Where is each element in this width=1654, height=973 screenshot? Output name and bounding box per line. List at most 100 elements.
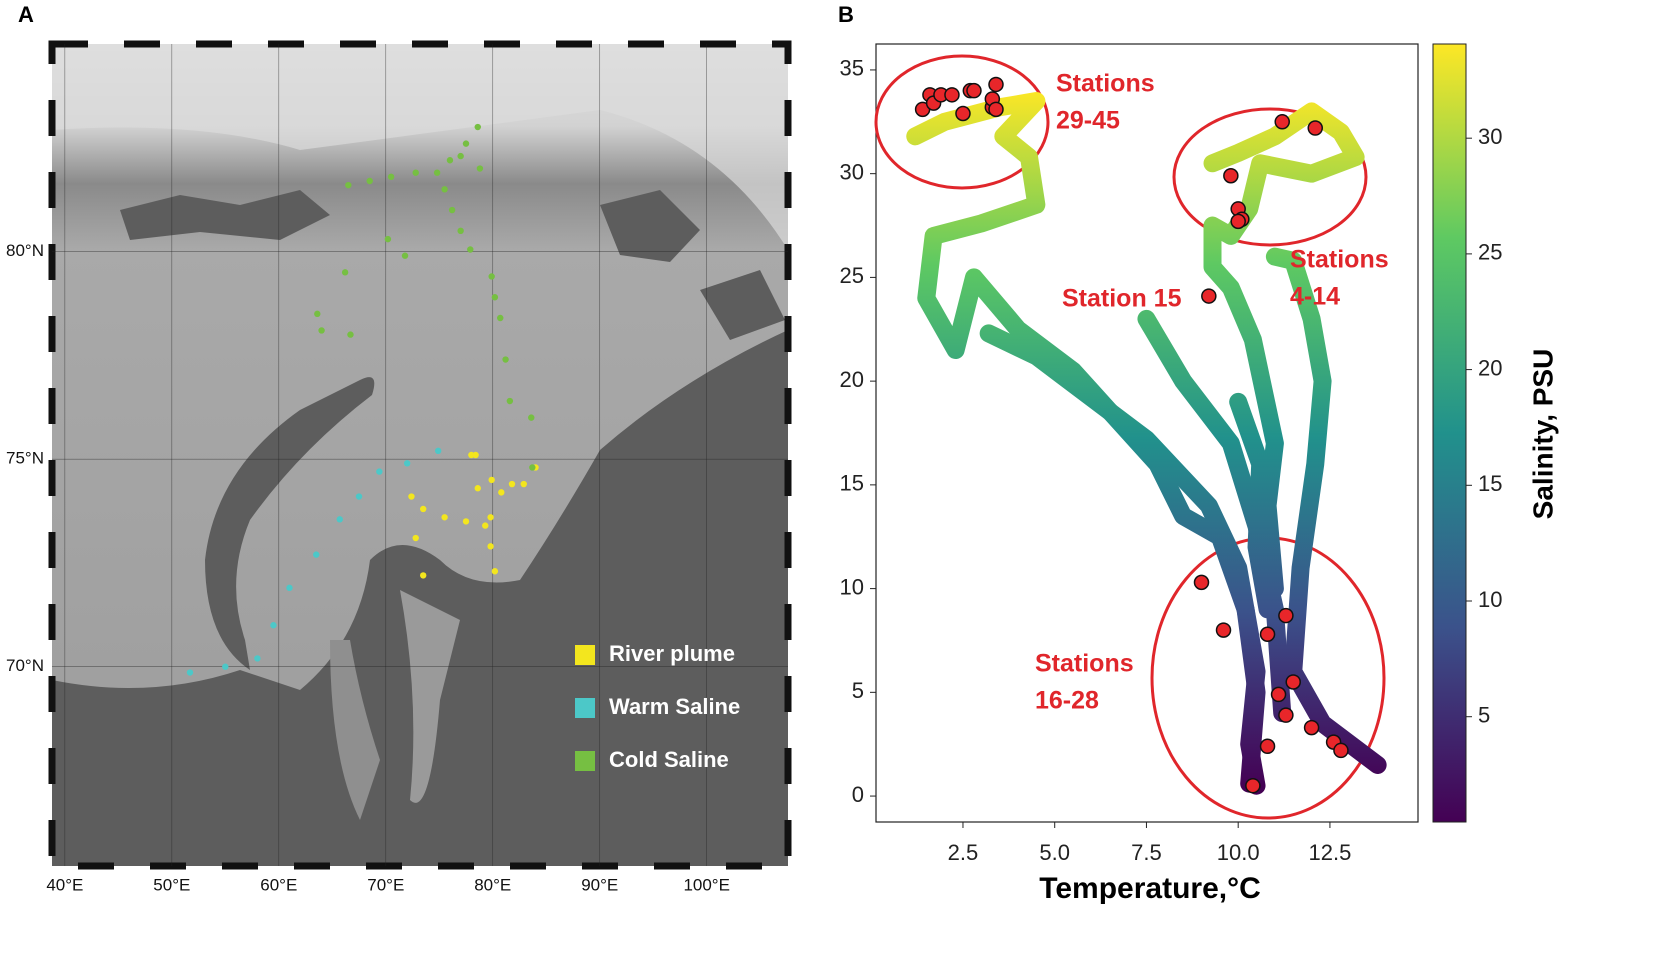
track-point	[420, 505, 427, 513]
legend-label: River plume	[609, 641, 735, 666]
station-point	[1201, 288, 1217, 304]
colorbar-tick-label: 25	[1478, 240, 1502, 265]
station-ellipse	[874, 54, 1050, 190]
station-point	[1333, 742, 1349, 759]
station-point	[944, 87, 960, 103]
track-point	[520, 480, 527, 488]
track-point	[366, 177, 373, 185]
track-point	[457, 227, 464, 235]
y-tick-label: 80°N	[6, 241, 44, 260]
x-tick-label: 70°E	[367, 875, 404, 894]
station-point	[988, 101, 1004, 118]
station-point	[955, 105, 971, 122]
annotation: Stations	[1056, 70, 1155, 98]
station-point	[966, 82, 982, 99]
legend-label: Cold Saline	[609, 747, 729, 772]
track-point	[491, 294, 499, 301]
track-point	[508, 480, 516, 488]
y-tick-label: 5	[852, 678, 864, 703]
annotation: Stations	[1290, 246, 1389, 274]
annotation: Stations	[1035, 650, 1134, 678]
legend-swatch	[575, 645, 595, 665]
track-point	[420, 572, 427, 579]
track-point	[474, 485, 481, 492]
station-point	[1278, 607, 1294, 624]
ts-track	[1229, 392, 1277, 619]
colorbar-tick-label: 15	[1478, 471, 1502, 496]
track-point	[376, 468, 383, 475]
track-point	[387, 173, 395, 181]
track-point	[457, 152, 464, 160]
map-frame	[48, 40, 792, 870]
annotation: Station 15	[1062, 285, 1182, 313]
ts-track	[1137, 309, 1292, 723]
station-point	[1307, 120, 1324, 136]
station-point	[988, 76, 1004, 93]
track-point	[403, 460, 411, 467]
station-point	[1274, 114, 1290, 130]
track-point	[448, 206, 456, 214]
track-point	[462, 518, 470, 525]
track-point	[472, 451, 479, 459]
colorbar-tick-label: 30	[1478, 124, 1502, 149]
annotation: 4-14	[1290, 283, 1340, 311]
station-point	[1303, 719, 1320, 736]
track-point	[529, 464, 536, 471]
y-tick-label: 25	[840, 263, 864, 288]
x-tick-label: 5.0	[1039, 840, 1070, 865]
track-point	[491, 568, 499, 575]
track-point	[441, 514, 448, 521]
station-ellipse	[1172, 107, 1368, 247]
ts-track	[906, 92, 1266, 793]
track-point	[476, 165, 484, 172]
station-point	[1259, 626, 1276, 642]
annotation: 29-45	[1056, 107, 1120, 135]
y-tick-label: 0	[852, 782, 864, 807]
x-tick-label: 80°E	[474, 875, 511, 894]
track-point	[347, 331, 354, 338]
ts-track	[979, 324, 1266, 795]
station-point	[1215, 622, 1232, 638]
track-point	[487, 514, 494, 521]
station-point	[1230, 213, 1246, 230]
track-point	[318, 327, 325, 334]
track-point	[341, 269, 349, 276]
y-tick-label: 75°N	[6, 449, 44, 468]
colorbar-label: Salinity, PSU	[1527, 349, 1558, 520]
station-point	[1193, 574, 1210, 591]
track-point	[433, 169, 441, 176]
track-point	[355, 493, 363, 500]
ts-track	[1265, 247, 1387, 774]
x-tick-label: 90°E	[581, 875, 618, 894]
track-point	[222, 663, 229, 670]
annotation: 16-28	[1035, 687, 1099, 715]
track-point	[441, 186, 448, 193]
track-point	[474, 123, 481, 131]
track-point	[254, 655, 261, 662]
track-point	[401, 252, 409, 259]
track-point	[270, 622, 277, 629]
track-point	[434, 447, 442, 455]
track-point	[446, 157, 454, 164]
panel-letter: B	[838, 2, 854, 27]
track-point	[462, 140, 470, 147]
legend-swatch	[575, 698, 595, 718]
x-tick-label: 100°E	[683, 875, 730, 894]
track-point	[482, 522, 489, 529]
y-tick-label: 35	[840, 56, 864, 81]
x-tick-label: 7.5	[1131, 840, 1162, 865]
y-tick-label: 20	[840, 367, 864, 392]
track-point	[286, 584, 293, 592]
x-tick-label: 10.0	[1217, 840, 1260, 865]
track-point	[186, 669, 194, 676]
y-tick-label: 15	[840, 471, 864, 496]
x-tick-label: 12.5	[1309, 840, 1352, 865]
track-point	[487, 543, 494, 550]
colorbar-tick-label: 5	[1478, 703, 1490, 728]
track-point	[412, 534, 419, 542]
station-point	[1245, 777, 1261, 794]
track-point	[488, 273, 495, 280]
x-tick-label: 40°E	[46, 875, 83, 894]
legend-swatch	[575, 751, 595, 771]
y-tick-label: 10	[840, 574, 864, 599]
